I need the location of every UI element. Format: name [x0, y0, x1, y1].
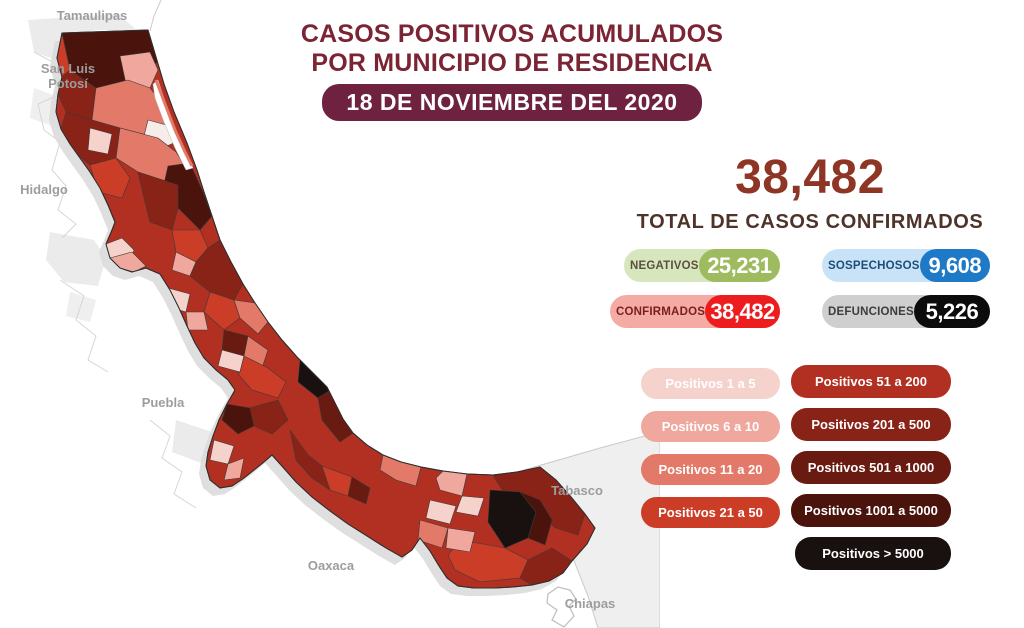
state-label-tabasco: Tabasco: [551, 483, 603, 498]
title-line-1: CASOS POSITIVOS ACUMULADOS: [300, 20, 724, 48]
badge-defunciones-value: 5,226: [913, 295, 990, 328]
state-label-puebla: Puebla: [141, 395, 185, 410]
title-line-2: POR MUNICIPIO DE RESIDENCIA: [311, 48, 713, 77]
legend-item-21-50: Positivos 21 a 50: [641, 497, 780, 528]
badge-sospechosos-label: SOSPECHOSOS: [828, 259, 920, 272]
total-confirmed-value: 38,482: [735, 151, 885, 204]
legend-item-11-20: Positivos 11 a 20: [641, 454, 780, 485]
badge-defunciones: DEFUNCIONES 5,226: [822, 295, 990, 328]
badge-sospechosos-value: 9,608: [919, 249, 990, 282]
municipality-patches: [56, 30, 586, 586]
badge-negativos: NEGATIVOS 25,231: [624, 249, 780, 282]
badge-defunciones-label: DEFUNCIONES: [828, 305, 914, 318]
chiapas-outline: [546, 586, 577, 628]
badge-negativos-label: NEGATIVOS: [630, 259, 699, 272]
page-title: CASOS POSITIVOS ACUMULADOS POR MUNICIPIO…: [290, 20, 734, 77]
badge-negativos-value: 25,231: [698, 249, 780, 282]
state-label-chiapas: Chiapas: [564, 596, 616, 611]
legend-item-1001-5000: Positivos 1001 a 5000: [791, 494, 951, 527]
legend-item-51-200: Positivos 51 a 200: [791, 365, 951, 398]
total-confirmed-label: TOTAL DE CASOS CONFIRMADOS: [636, 211, 984, 233]
date-banner: 18 DE NOVIEMBRE DEL 2020: [292, 84, 732, 121]
state-label-hidalgo: Hidalgo: [20, 182, 68, 197]
legend-item-501-1000: Positivos 501 a 1000: [791, 451, 951, 484]
badge-confirmados-value: 38,482: [705, 295, 780, 328]
veracruz-choropleth-map: [28, 0, 660, 628]
badge-confirmados-label: CONFIRMADOS: [616, 305, 706, 318]
date-pill: 18 DE NOVIEMBRE DEL 2020: [322, 84, 702, 121]
legend-item-1-5: Positivos 1 a 5: [641, 368, 780, 399]
legend-item-6-10: Positivos 6 a 10: [641, 411, 780, 442]
state-label-oaxaca: Oaxaca: [307, 558, 355, 573]
badge-confirmados: CONFIRMADOS 38,482: [610, 295, 780, 328]
state-label-tamaulipas: Tamaulipas: [56, 8, 128, 23]
state-label-san-luis-potosi: San Luis Potosí: [40, 61, 96, 91]
legend-item-over-5000: Positivos > 5000: [795, 537, 951, 570]
legend-item-201-500: Positivos 201 a 500: [791, 408, 951, 441]
badge-sospechosos: SOSPECHOSOS 9,608: [822, 249, 990, 282]
